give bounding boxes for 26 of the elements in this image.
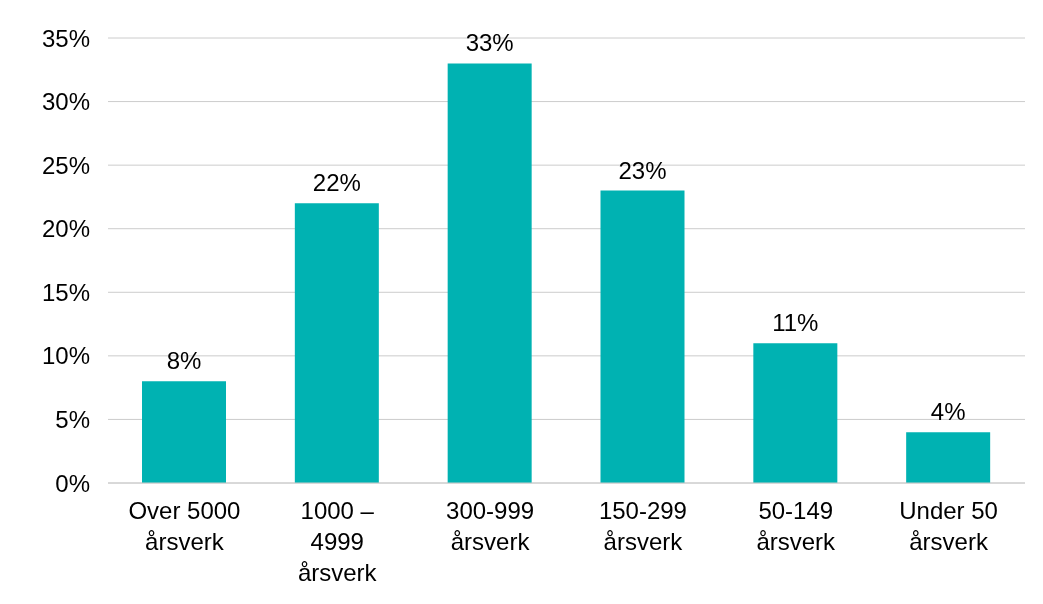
x-tick-label: 150-299 årsverk [598,497,687,555]
data-label: 8% [166,347,202,375]
x-tick-label: 50-149 årsverk [756,497,837,555]
data-label: 22% [312,169,361,197]
x-tick-label: 300-999 årsverk [446,497,535,555]
y-tick-label: 30% [41,88,90,116]
x-tick-label: 1000 – 4999 årsverk [297,497,378,586]
y-tick-label: 20% [41,215,90,243]
data-label: 23% [618,156,667,184]
y-tick-label: 0% [55,469,90,497]
y-tick-label: 25% [41,151,90,179]
x-tick-label: Over 5000 årsverk [128,497,241,555]
y-tick-label: 10% [41,342,90,370]
bar [447,63,532,483]
bar [142,381,226,483]
bar [294,203,379,483]
y-tick-label: 15% [41,278,90,306]
data-label: 11% [772,309,819,337]
bar [753,343,838,483]
y-tick-label: 35% [41,24,90,52]
x-tick-label: Under 50 årsverk [899,497,998,555]
data-label: 33% [465,29,514,57]
data-label: 4% [930,398,966,426]
y-tick-label: 5% [55,405,90,433]
bar [906,432,991,483]
bar [600,190,685,483]
